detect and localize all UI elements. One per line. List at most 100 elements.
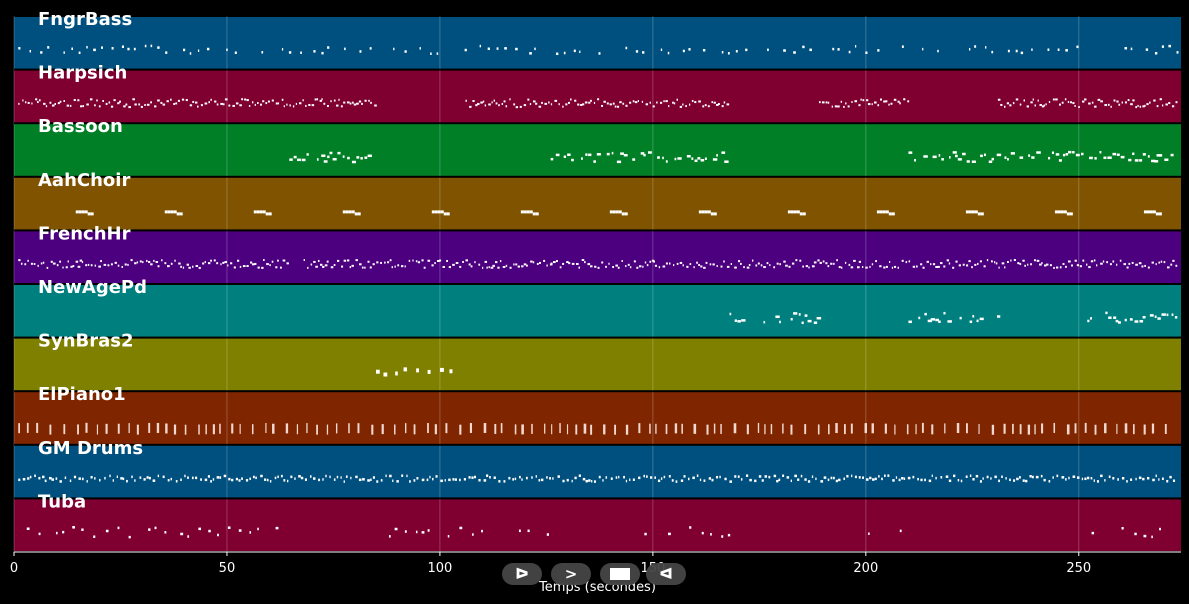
note — [372, 263, 375, 266]
note — [686, 155, 691, 158]
note — [249, 477, 251, 481]
note — [321, 154, 326, 157]
note — [1043, 104, 1046, 107]
note — [77, 424, 79, 435]
note — [121, 265, 124, 268]
note — [1126, 266, 1129, 269]
note — [1088, 102, 1091, 105]
note — [364, 99, 367, 102]
note — [1155, 263, 1157, 266]
note — [87, 212, 91, 216]
note — [763, 320, 766, 324]
stop-button[interactable] — [600, 563, 640, 585]
note — [931, 424, 934, 435]
note — [482, 266, 484, 269]
note — [1135, 477, 1137, 481]
note — [392, 479, 394, 483]
note — [691, 157, 694, 160]
note — [1053, 422, 1056, 433]
note — [300, 476, 304, 480]
note — [77, 99, 80, 102]
note — [1166, 479, 1169, 483]
note — [1093, 259, 1096, 262]
note — [187, 476, 189, 479]
note — [289, 158, 293, 161]
note — [1030, 101, 1033, 104]
note — [204, 261, 206, 264]
note — [358, 100, 362, 103]
note — [979, 317, 984, 321]
note — [582, 477, 586, 481]
note — [1063, 210, 1067, 214]
note — [977, 262, 979, 265]
note — [110, 105, 114, 108]
note — [143, 478, 146, 481]
note — [100, 260, 102, 263]
note — [923, 155, 928, 158]
note — [879, 98, 883, 101]
note — [481, 529, 483, 533]
note — [532, 100, 536, 103]
note — [146, 259, 148, 262]
note — [400, 265, 404, 268]
note — [813, 261, 817, 264]
play-button[interactable]: > — [551, 563, 591, 585]
note — [216, 103, 219, 106]
note — [361, 266, 364, 269]
note — [94, 264, 97, 267]
forward-button[interactable]: ᐊ — [646, 563, 686, 585]
track-lane — [14, 285, 1181, 337]
note — [541, 101, 543, 104]
note — [986, 475, 989, 479]
note — [326, 260, 329, 263]
note — [286, 103, 288, 106]
track-label: GM Drums — [38, 438, 143, 459]
note — [588, 101, 591, 104]
note — [1007, 158, 1009, 161]
note — [1134, 532, 1137, 536]
note — [764, 475, 768, 478]
note — [316, 158, 319, 161]
note — [413, 479, 416, 482]
note — [385, 474, 387, 478]
note — [259, 210, 263, 214]
note — [114, 261, 117, 264]
note — [790, 479, 792, 483]
note — [598, 475, 601, 479]
note — [694, 101, 697, 104]
note — [895, 476, 898, 479]
note — [1110, 105, 1112, 108]
note — [707, 105, 710, 108]
note — [1121, 477, 1125, 480]
track-lane — [14, 445, 1181, 498]
note — [210, 259, 212, 262]
note — [341, 265, 344, 268]
note — [644, 532, 647, 536]
note — [1154, 160, 1159, 163]
note — [879, 210, 883, 214]
note — [536, 262, 539, 265]
note — [1039, 104, 1042, 107]
rewind-button[interactable]: ᐅ — [502, 563, 542, 585]
note — [745, 474, 749, 477]
note — [254, 262, 257, 265]
note — [1147, 155, 1150, 158]
note — [713, 423, 716, 434]
track-lane — [14, 231, 1181, 283]
note — [180, 265, 182, 268]
note — [1108, 316, 1112, 319]
note — [235, 477, 238, 481]
note — [449, 369, 453, 374]
note — [897, 266, 900, 269]
note — [468, 263, 471, 266]
note — [986, 259, 989, 262]
note — [265, 212, 269, 216]
note — [317, 259, 320, 262]
note — [1104, 479, 1106, 482]
note — [1121, 101, 1123, 104]
note — [677, 157, 682, 160]
note — [938, 320, 941, 324]
note — [1055, 266, 1059, 269]
note — [423, 266, 426, 269]
note — [26, 527, 30, 531]
